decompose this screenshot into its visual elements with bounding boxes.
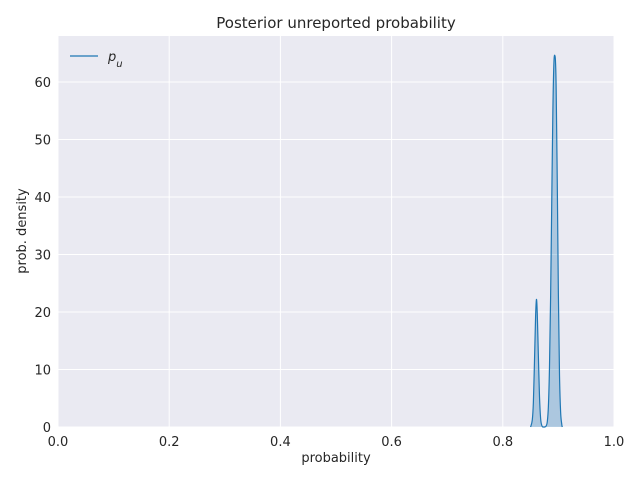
grid xyxy=(57,36,615,428)
x-tick-label: 0.2 xyxy=(159,435,180,450)
y-tick-labels: 0 10 20 30 40 50 60 xyxy=(34,76,51,436)
series-line-pu xyxy=(530,54,563,428)
x-tick-label: 0.6 xyxy=(381,435,402,450)
x-tick-label: 0.0 xyxy=(48,435,69,450)
y-tick-label: 40 xyxy=(34,191,51,206)
y-tick-label: 60 xyxy=(34,76,51,91)
chart-title: Posterior unreported probability xyxy=(216,14,456,32)
y-tick-label: 50 xyxy=(34,134,51,149)
y-tick-label: 10 xyxy=(34,364,51,379)
y-axis-label: prob. density xyxy=(15,188,30,274)
x-tick-label: 0.8 xyxy=(492,435,513,450)
plot-background xyxy=(58,36,614,427)
y-tick-label: 0 xyxy=(43,421,51,436)
x-tick-label: 0.4 xyxy=(270,435,291,450)
y-tick-label: 30 xyxy=(34,249,51,264)
x-axis-label: probability xyxy=(301,451,371,466)
x-tick-labels: 0.0 0.2 0.4 0.6 0.8 1.0 xyxy=(48,435,625,450)
x-tick-label: 1.0 xyxy=(604,435,625,450)
series-area-pu xyxy=(530,55,563,427)
y-tick-label: 20 xyxy=(34,306,51,321)
